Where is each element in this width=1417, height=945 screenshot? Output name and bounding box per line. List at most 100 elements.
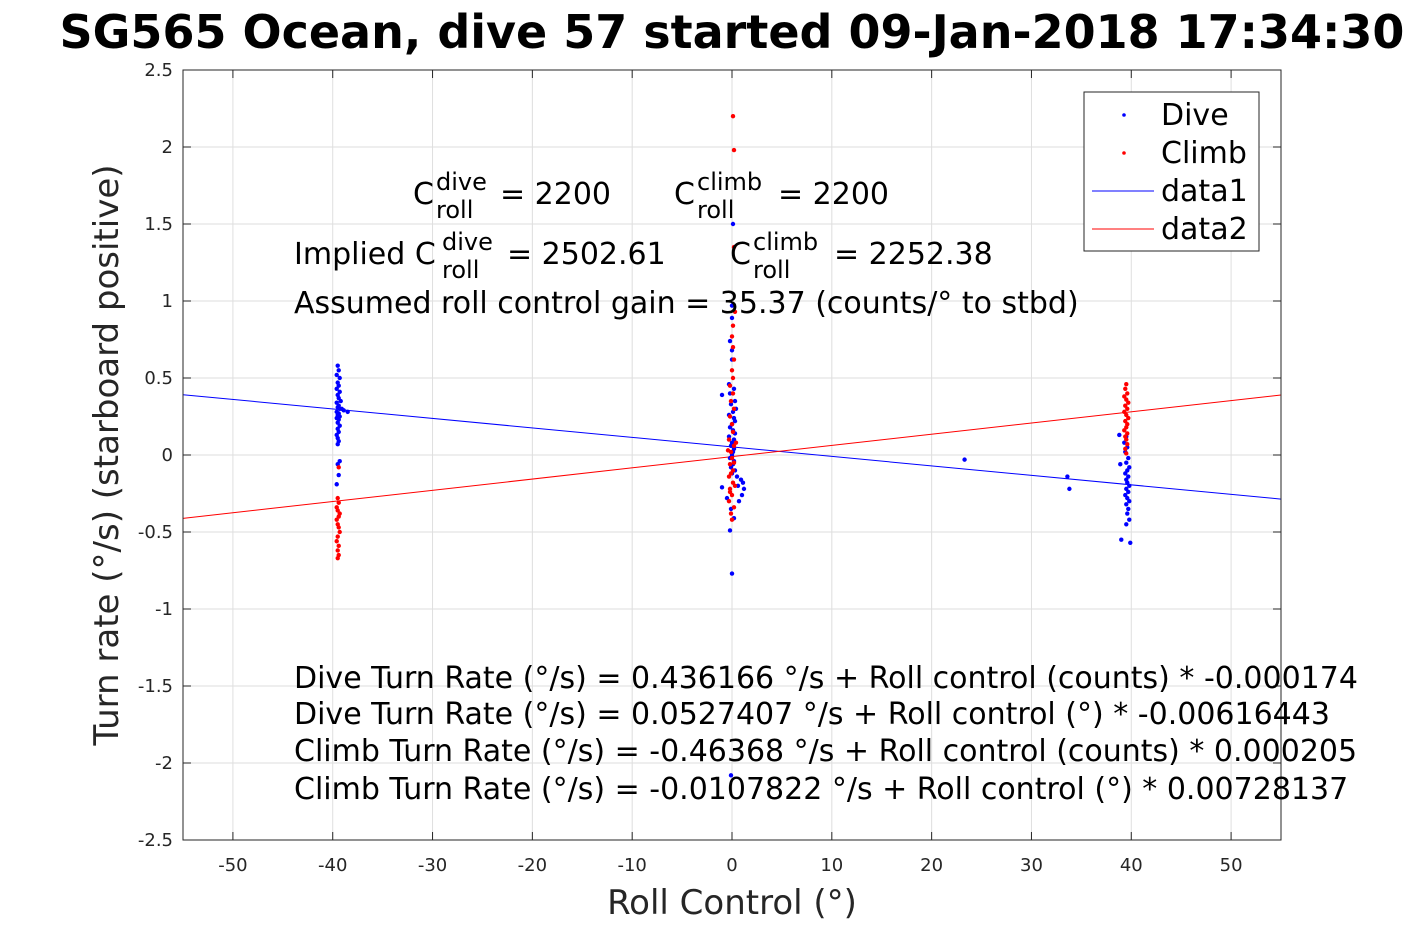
data-point-dive bbox=[730, 221, 736, 227]
x-tick-label: -50 bbox=[218, 855, 247, 876]
data-point-dive bbox=[1123, 471, 1128, 476]
y-axis-ticks: -2.5 -2 -1.5 -1 -0.5 0 0.5 1 1.5 2 2.5 bbox=[138, 60, 1281, 851]
y-tick-label: 0.5 bbox=[144, 368, 173, 389]
x-tick-label: -40 bbox=[318, 855, 347, 876]
c-roll-dive-base: C bbox=[413, 177, 434, 212]
c-roll-climb-annotation: C climb roll = 2200 bbox=[674, 168, 889, 224]
data-point-climb bbox=[730, 345, 736, 350]
c-roll-climb-base: C bbox=[674, 177, 695, 212]
data-point-dive bbox=[719, 485, 725, 490]
data-point-climb bbox=[336, 465, 341, 470]
data-point-dive bbox=[1127, 517, 1132, 522]
data-point-dive bbox=[1125, 511, 1130, 516]
data-point-climb bbox=[729, 517, 735, 522]
data-point-climb bbox=[1125, 406, 1130, 411]
data-point-dive bbox=[1119, 537, 1124, 542]
data-point-climb bbox=[335, 548, 340, 553]
x-tick-label: 40 bbox=[1120, 855, 1143, 876]
c-roll-climb-sup: climb bbox=[697, 168, 762, 196]
plot-border bbox=[182, 69, 1282, 841]
fit-equation: Climb Turn Rate (°/s) = -0.46368 °/s + R… bbox=[294, 734, 1357, 769]
legend-label-climb: Climb bbox=[1161, 136, 1247, 171]
x-tick-label: -30 bbox=[418, 855, 447, 876]
data-point-dive bbox=[337, 375, 342, 381]
data-point-climb bbox=[334, 517, 339, 522]
data-point-climb bbox=[731, 460, 737, 465]
data-point-climb bbox=[731, 406, 737, 411]
data-point-dive bbox=[1124, 502, 1129, 507]
implied-climb-sub: roll bbox=[753, 256, 790, 284]
data-point-climb bbox=[335, 534, 340, 539]
chart-title: SG565 Ocean, dive 57 started 09-Jan-2018… bbox=[60, 5, 1405, 59]
data-point-dive bbox=[334, 386, 339, 391]
data-point-dive bbox=[1118, 462, 1123, 467]
data-point-climb bbox=[337, 529, 342, 535]
data-point-climb bbox=[729, 334, 735, 339]
fit-equation: Dive Turn Rate (°/s) = 0.0527407 °/s + R… bbox=[294, 697, 1330, 732]
data-point-climb bbox=[730, 375, 736, 381]
data-point-dive bbox=[1127, 483, 1132, 488]
data-point-dive bbox=[726, 434, 732, 439]
data-point-climb bbox=[729, 455, 735, 461]
data-point-dive bbox=[962, 457, 967, 462]
data-point-dive bbox=[729, 571, 735, 576]
fit-equation: Dive Turn Rate (°/s) = 0.436166 °/s + Ro… bbox=[294, 661, 1358, 696]
legend-marker-dive bbox=[1122, 113, 1126, 117]
data-point-climb bbox=[1123, 386, 1128, 391]
c-roll-climb-sub: roll bbox=[697, 196, 734, 224]
c-roll-dive-value: = 2200 bbox=[500, 177, 611, 212]
data-point-climb bbox=[1126, 415, 1131, 421]
implied-dive-annotation: Implied C dive roll = 2502.61 bbox=[294, 228, 666, 284]
implied-climb-annotation: C climb roll = 2252.38 bbox=[730, 228, 993, 284]
data-point-climb bbox=[336, 525, 341, 530]
data-point-dive bbox=[727, 528, 733, 533]
legend-label-dive: Dive bbox=[1161, 98, 1229, 133]
data-point-dive bbox=[729, 303, 735, 308]
fit-equations: Dive Turn Rate (°/s) = 0.436166 °/s + Ro… bbox=[294, 661, 1358, 807]
data-point-climb bbox=[731, 147, 737, 153]
roll-gain-annotation: Assumed roll control gain = 35.37 (count… bbox=[294, 286, 1079, 321]
data-point-climb bbox=[1125, 391, 1130, 396]
data-point-climb bbox=[728, 511, 734, 516]
data-point-climb bbox=[727, 489, 733, 495]
data-point-climb bbox=[1122, 428, 1127, 433]
data-point-climb bbox=[335, 495, 340, 501]
y-tick-label: -1 bbox=[155, 599, 173, 620]
data-point-climb bbox=[732, 483, 738, 488]
legend-marker-climb bbox=[1122, 151, 1126, 155]
data-point-dive bbox=[334, 372, 339, 378]
implied-dive-sup: dive bbox=[442, 228, 493, 256]
y-tick-label: 1.5 bbox=[144, 214, 173, 235]
y-axis-label: Turn rate (°/s) (starboard positive) bbox=[87, 164, 127, 746]
data-point-dive bbox=[739, 492, 745, 498]
data-point-dive bbox=[740, 480, 746, 485]
data-point-dive bbox=[335, 442, 340, 447]
data-point-dive bbox=[731, 386, 737, 391]
data-point-dive bbox=[1124, 460, 1129, 465]
x-tick-label: 20 bbox=[920, 855, 943, 876]
data-point-dive bbox=[1128, 540, 1133, 545]
data-point-dive bbox=[728, 773, 734, 778]
c-roll-dive-annotation: C dive roll = 2200 bbox=[413, 168, 611, 224]
data-point-climb bbox=[731, 505, 737, 510]
y-tick-label: -0.5 bbox=[138, 522, 173, 543]
data-point-dive bbox=[345, 409, 350, 415]
data-point-climb bbox=[1124, 381, 1129, 387]
data-point-climb bbox=[733, 440, 739, 445]
data-point-climb bbox=[727, 383, 733, 388]
implied-climb-base: C bbox=[730, 237, 751, 272]
y-tick-label: 0 bbox=[162, 445, 173, 466]
fit-equation: Climb Turn Rate (°/s) = -0.0107822 °/s +… bbox=[294, 772, 1348, 807]
data-point-dive bbox=[734, 474, 740, 479]
y-tick-label: -2.5 bbox=[138, 830, 173, 851]
data-point-climb bbox=[730, 323, 736, 328]
data-point-dive bbox=[1124, 522, 1129, 527]
x-tick-label: -10 bbox=[617, 855, 646, 876]
x-tick-label: 50 bbox=[1220, 855, 1243, 876]
data-point-dive bbox=[341, 408, 346, 413]
data-point-climb bbox=[334, 539, 339, 544]
data-point-climb bbox=[729, 422, 735, 427]
data-point-dive bbox=[728, 401, 734, 407]
legend-box bbox=[1083, 91, 1260, 252]
